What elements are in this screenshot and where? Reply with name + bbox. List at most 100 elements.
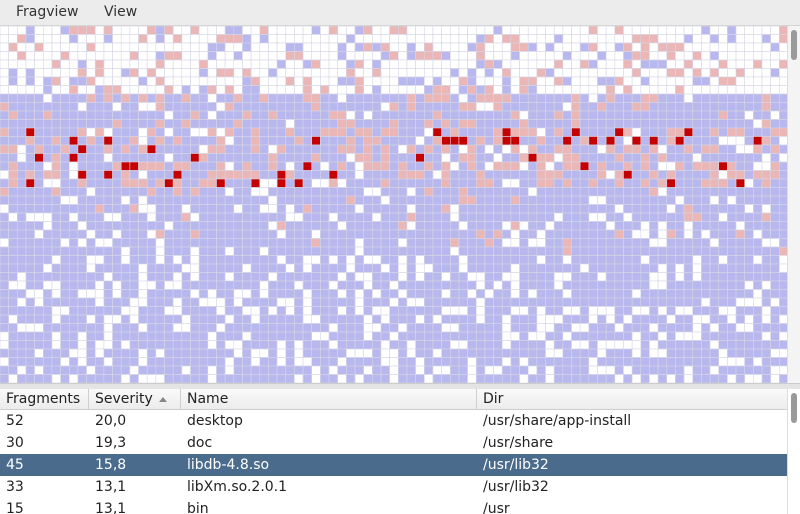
block[interactable] (172, 221, 183, 231)
block[interactable] (94, 263, 105, 273)
block[interactable] (536, 170, 546, 180)
block[interactable] (302, 314, 313, 324)
block[interactable] (501, 221, 512, 231)
block[interactable] (605, 51, 616, 61)
block[interactable] (259, 110, 269, 120)
block[interactable] (207, 255, 217, 265)
block[interactable] (181, 246, 191, 256)
block[interactable] (675, 365, 685, 375)
block[interactable] (493, 212, 503, 222)
block[interactable] (666, 170, 676, 180)
block[interactable] (155, 93, 165, 103)
block[interactable] (354, 272, 364, 282)
block[interactable] (337, 161, 347, 171)
block[interactable] (692, 178, 702, 188)
block[interactable] (441, 68, 451, 78)
block[interactable] (510, 374, 520, 384)
block[interactable] (198, 170, 209, 180)
block[interactable] (60, 119, 70, 129)
block[interactable] (709, 340, 720, 350)
block[interactable] (744, 340, 754, 350)
block[interactable] (224, 374, 235, 384)
block[interactable] (683, 161, 694, 171)
block[interactable] (770, 357, 780, 367)
block[interactable] (475, 280, 486, 290)
block[interactable] (8, 314, 18, 324)
block[interactable] (744, 51, 754, 61)
block[interactable] (424, 263, 434, 273)
block[interactable] (744, 306, 754, 316)
block[interactable] (709, 289, 720, 299)
block[interactable] (441, 161, 451, 171)
block[interactable] (562, 110, 572, 120)
block[interactable] (198, 221, 209, 231)
block[interactable] (398, 59, 408, 69)
block[interactable] (389, 204, 399, 214)
block[interactable] (579, 34, 590, 44)
block[interactable] (380, 195, 390, 205)
block[interactable] (224, 68, 235, 78)
block[interactable] (553, 331, 564, 341)
block[interactable] (588, 127, 598, 137)
block[interactable] (631, 374, 642, 384)
block[interactable] (103, 323, 113, 333)
block[interactable] (424, 357, 434, 367)
block[interactable] (424, 144, 434, 154)
block[interactable] (631, 51, 642, 61)
block[interactable] (337, 297, 347, 307)
block[interactable] (571, 306, 581, 316)
block[interactable] (112, 59, 122, 69)
block[interactable] (285, 357, 295, 367)
block[interactable] (718, 348, 728, 358)
block[interactable] (138, 272, 148, 282)
block[interactable] (501, 119, 512, 129)
block[interactable] (475, 204, 486, 214)
block[interactable] (415, 323, 425, 333)
block[interactable] (553, 374, 564, 384)
block[interactable] (692, 34, 702, 44)
block[interactable] (597, 136, 607, 146)
block[interactable] (8, 229, 18, 239)
block[interactable] (579, 102, 590, 112)
block[interactable] (666, 153, 676, 163)
block[interactable] (666, 136, 676, 146)
block[interactable] (701, 238, 711, 248)
block[interactable] (181, 263, 191, 273)
block[interactable] (432, 187, 442, 197)
block[interactable] (718, 127, 728, 137)
block[interactable] (770, 161, 780, 171)
block[interactable] (68, 136, 79, 146)
block[interactable] (346, 221, 356, 231)
block[interactable] (172, 212, 183, 222)
block[interactable] (553, 153, 564, 163)
block[interactable] (129, 331, 139, 341)
block[interactable] (519, 263, 529, 273)
block[interactable] (86, 357, 96, 367)
block[interactable] (701, 280, 711, 290)
block[interactable] (753, 212, 763, 222)
block[interactable] (562, 212, 572, 222)
block[interactable] (372, 340, 382, 350)
block[interactable] (328, 348, 339, 358)
block[interactable] (164, 153, 174, 163)
block[interactable] (250, 221, 261, 231)
block[interactable] (605, 297, 616, 307)
block[interactable] (372, 144, 382, 154)
block[interactable] (51, 314, 61, 324)
block[interactable] (501, 255, 512, 265)
block[interactable] (753, 26, 763, 35)
block[interactable] (640, 68, 650, 78)
block[interactable] (735, 323, 746, 333)
block[interactable] (354, 34, 364, 44)
block[interactable] (424, 26, 434, 35)
block[interactable] (68, 161, 79, 171)
block[interactable] (588, 119, 598, 129)
block[interactable] (709, 221, 720, 231)
block[interactable] (519, 59, 529, 69)
block[interactable] (172, 59, 183, 69)
block[interactable] (346, 348, 356, 358)
block[interactable] (380, 221, 390, 231)
block[interactable] (553, 51, 564, 61)
block[interactable] (302, 212, 313, 222)
block[interactable] (103, 127, 113, 137)
